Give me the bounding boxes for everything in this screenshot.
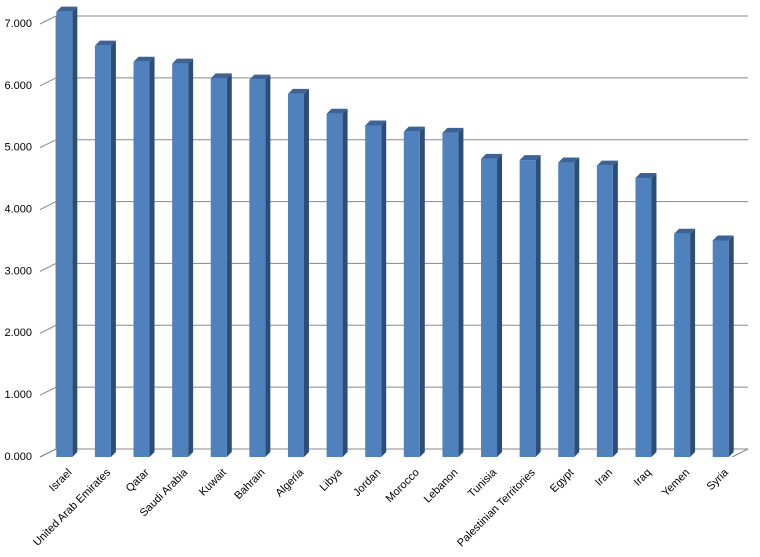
bar — [94, 45, 111, 458]
x-tick-label: United Arab Emirates — [31, 466, 113, 548]
x-tick-label: Algeria — [273, 466, 306, 499]
bar-side — [535, 155, 541, 458]
bar-top — [94, 40, 116, 46]
bar-side — [574, 157, 580, 457]
bar — [249, 79, 266, 458]
x-tick-label: Lebanon — [422, 467, 461, 506]
bar-side — [458, 127, 464, 458]
grid-line — [39, 262, 748, 272]
bar-top — [596, 160, 618, 166]
x-tick-label: Libya — [318, 466, 346, 494]
bar — [674, 233, 691, 457]
bar — [365, 125, 382, 458]
x-tick-label: Jordan — [351, 467, 383, 499]
x-tick-label: Iran — [593, 467, 615, 489]
bar-top — [712, 235, 734, 241]
bar-side — [342, 108, 348, 457]
bar — [133, 61, 150, 458]
bar — [326, 113, 343, 457]
bar-side — [612, 160, 618, 457]
bar-side — [72, 6, 78, 458]
x-tick-label: Yemen — [660, 467, 692, 499]
bar-top — [133, 56, 155, 62]
bar-top — [365, 120, 387, 126]
x-tick-label: Bahrain — [232, 467, 267, 502]
y-tick-label: 2.000 — [4, 327, 32, 339]
x-tick-label: Israel — [47, 467, 75, 495]
bar — [712, 240, 729, 457]
grid-line — [39, 77, 748, 87]
x-tick-label: Palestinian Territories — [455, 466, 538, 549]
bar — [596, 165, 613, 457]
bar-top — [403, 126, 425, 132]
grid-line — [39, 139, 748, 149]
bar — [635, 178, 652, 457]
y-tick-label: 3.000 — [4, 265, 32, 277]
bar-side — [497, 153, 503, 457]
bar-side — [419, 126, 425, 457]
bar-top — [635, 173, 657, 179]
bar-side — [381, 120, 387, 458]
x-tick-label: Qatar — [124, 466, 152, 494]
x-tick-label: Syria — [705, 466, 732, 493]
bar-side — [110, 40, 116, 458]
bar-top — [210, 73, 232, 79]
x-tick-label: Iraq — [632, 467, 654, 489]
x-tick-label: Kuwait — [197, 467, 229, 499]
bar-top — [326, 108, 348, 114]
x-tick-label: Tunisia — [466, 466, 500, 500]
bar-side — [303, 88, 309, 458]
bar-top — [249, 74, 271, 80]
bar-side — [149, 56, 155, 458]
bar — [519, 160, 536, 458]
bar-side — [690, 228, 696, 457]
y-tick-label: 5.000 — [4, 142, 32, 154]
bar-side — [651, 173, 657, 457]
y-tick-label: 1.000 — [4, 389, 32, 401]
y-tick-label: 4.000 — [4, 203, 32, 215]
bar — [481, 158, 498, 457]
bar-top — [172, 58, 194, 64]
bar — [210, 78, 227, 457]
bar-top — [519, 155, 541, 161]
bar — [558, 162, 575, 457]
y-tick-label: 0.000 — [4, 451, 32, 463]
y-tick-label: 6.000 — [4, 80, 32, 92]
y-tick-label: 7.000 — [4, 18, 32, 30]
bar-top — [558, 157, 580, 163]
bar — [287, 93, 304, 458]
bar-side — [265, 74, 271, 458]
bar — [172, 63, 189, 458]
bar-top — [442, 127, 464, 133]
grid-line — [39, 15, 748, 25]
grid-line — [39, 201, 748, 211]
x-tick-label: Egypt — [548, 467, 576, 495]
bar — [56, 11, 73, 458]
bar-top — [674, 228, 696, 234]
bar-top — [481, 153, 503, 159]
grid-line — [39, 386, 748, 396]
grid-line — [39, 448, 748, 458]
grid-line — [39, 324, 748, 334]
bar-top — [287, 88, 309, 94]
x-tick-label: Morocco — [384, 467, 422, 505]
bar — [403, 131, 420, 458]
bar — [442, 132, 459, 457]
bar-side — [226, 73, 232, 457]
bar-top — [56, 6, 78, 12]
bar-side — [728, 235, 734, 457]
bar-side — [188, 58, 194, 458]
